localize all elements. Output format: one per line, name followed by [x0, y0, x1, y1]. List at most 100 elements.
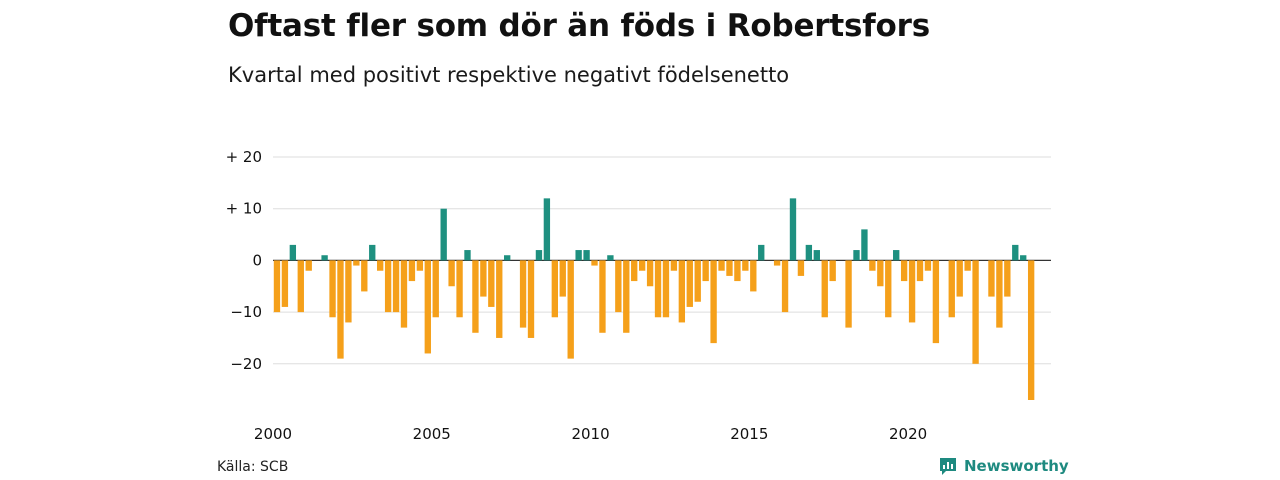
bar-2019-q2 — [885, 260, 892, 318]
bar-2000-q2 — [281, 260, 289, 307]
bar-2004-q1 — [400, 260, 408, 328]
bar-2017-q3 — [829, 260, 836, 282]
bar-2014-q4 — [742, 260, 749, 271]
x-tick-label: 2010 — [571, 425, 609, 443]
y-tick-label: −20 — [230, 355, 262, 373]
bar-2005-q3 — [448, 260, 455, 287]
bar-2013-q1 — [686, 260, 693, 307]
bar-2015-q4 — [773, 260, 781, 266]
bar-2009-q3 — [575, 250, 582, 261]
bar-2013-q4 — [710, 260, 717, 344]
bar-2018-q3 — [861, 229, 868, 261]
x-tick-label: 2005 — [413, 425, 451, 443]
bar-2002-q3 — [353, 260, 360, 266]
bar-2021-q2 — [948, 260, 955, 318]
bar-2022-q1 — [972, 260, 979, 364]
bar-2012-q4 — [678, 260, 686, 323]
y-tick-label: + 10 — [226, 200, 262, 218]
bar-2008-q2 — [535, 250, 543, 261]
bar-2007-q2 — [504, 255, 511, 261]
bar-2012-q3 — [670, 260, 678, 271]
bar-2017-q1 — [813, 250, 820, 261]
brand-name: Newsworthy — [964, 457, 1069, 475]
bar-2000-q1 — [273, 260, 281, 313]
bar-2006-q2 — [472, 260, 479, 333]
bar-2002-q4 — [361, 260, 368, 292]
bar-2019-q1 — [877, 260, 884, 287]
bar-2016-q3 — [797, 260, 805, 276]
bar-2002-q2 — [345, 260, 352, 323]
bar-2022-q4 — [996, 260, 1003, 328]
bar-2021-q4 — [964, 260, 971, 271]
bar-2001-q4 — [329, 260, 336, 318]
bar-2018-q2 — [853, 250, 860, 261]
bar-2005-q1 — [432, 260, 439, 318]
bar-2008-q1 — [527, 260, 535, 338]
bar-2001-q3 — [321, 255, 328, 261]
bar-2010-q2 — [599, 260, 606, 333]
bar-2016-q1 — [781, 260, 789, 313]
bar-2018-q4 — [869, 260, 876, 271]
bar-2011-q3 — [638, 260, 646, 271]
x-tick-label: 2015 — [730, 425, 768, 443]
bar-2000-q3 — [289, 244, 297, 261]
x-tick-label: 2020 — [889, 425, 927, 443]
bar-2014-q2 — [726, 260, 733, 276]
chart-subtitle: Kvartal med positivt respektive negativt… — [228, 63, 790, 87]
bars — [273, 198, 1035, 400]
bar-2023-q3 — [1020, 255, 1027, 261]
bar-2000-q4 — [297, 260, 304, 313]
bar-2007-q4 — [519, 260, 527, 328]
bar-2020-q1 — [908, 260, 916, 323]
bar-2010-q1 — [591, 260, 598, 266]
bar-2006-q1 — [464, 250, 471, 261]
bar-2011-q1 — [623, 260, 630, 333]
bar-2020-q3 — [924, 260, 932, 271]
x-tick-label: 2000 — [254, 425, 292, 443]
bar-2010-q4 — [615, 260, 622, 313]
bar-2002-q1 — [337, 260, 344, 359]
bar-2011-q4 — [646, 260, 654, 287]
bar-2004-q3 — [416, 260, 424, 271]
bar-2015-q2 — [758, 244, 765, 261]
bar-2009-q1 — [559, 260, 566, 297]
bar-2013-q2 — [694, 260, 701, 302]
bar-2007-q1 — [496, 260, 503, 338]
chart-title: Oftast fler som dör än föds i Robertsfor… — [228, 8, 930, 44]
source-label: Källa: SCB — [217, 459, 289, 475]
bar-2009-q4 — [583, 250, 590, 261]
bar-2003-q3 — [384, 260, 392, 313]
brand-logo[interactable]: Newsworthy — [938, 456, 1069, 476]
bar-2004-q2 — [408, 260, 416, 282]
bar-2006-q4 — [488, 260, 495, 307]
y-tick-label: + 20 — [226, 148, 262, 166]
bar-2019-q4 — [900, 260, 908, 282]
bar-2008-q3 — [543, 198, 551, 261]
bar-2016-q2 — [789, 198, 797, 261]
bar-2022-q3 — [988, 260, 995, 297]
bar-2010-q3 — [607, 255, 614, 261]
bar-2014-q3 — [734, 260, 741, 282]
bar-2003-q4 — [392, 260, 400, 313]
bar-2009-q2 — [567, 260, 574, 359]
bar-2020-q4 — [932, 260, 940, 344]
bar-2023-q2 — [1012, 244, 1019, 261]
bar-2017-q2 — [821, 260, 828, 318]
bar-2005-q4 — [456, 260, 463, 318]
y-tick-label: −10 — [230, 303, 262, 321]
axis-labels: + 20 + 10 0 −10 −20 2000 2005 2010 2015 2020 — [226, 148, 928, 443]
bar-2021-q3 — [956, 260, 963, 297]
bar-2004-q4 — [424, 260, 431, 354]
bar-2018-q1 — [845, 260, 852, 328]
bar-2014-q1 — [718, 260, 725, 271]
bar-2006-q3 — [480, 260, 487, 297]
bar-2015-q1 — [750, 260, 757, 292]
bar-2023-q1 — [1004, 260, 1011, 297]
bar-2023-q4 — [1027, 260, 1035, 400]
bar-2019-q3 — [893, 250, 900, 261]
bar-2020-q2 — [916, 260, 924, 282]
bar-2003-q2 — [377, 260, 384, 271]
bar-2012-q2 — [662, 260, 670, 318]
bar-2011-q2 — [631, 260, 638, 282]
